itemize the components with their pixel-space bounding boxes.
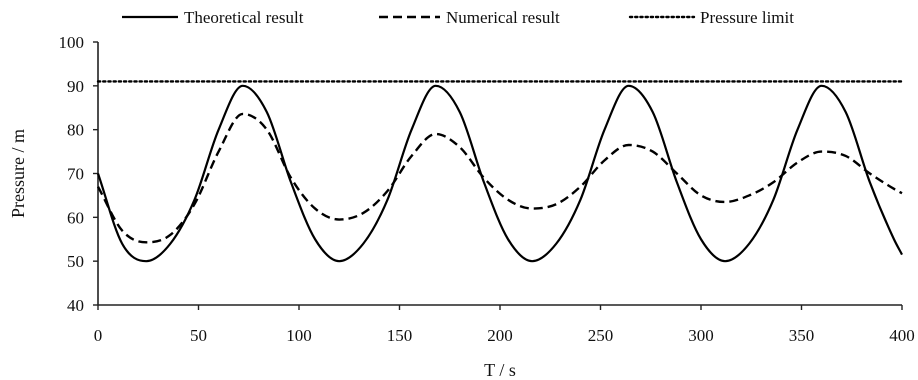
x-tick-label: 100 — [286, 326, 312, 345]
legend-label-theoretical-result: Theoretical result — [184, 8, 304, 27]
y-tick-label: 70 — [67, 165, 84, 184]
y-tick-label: 50 — [67, 252, 84, 271]
x-tick-label: 150 — [387, 326, 413, 345]
x-tick-label: 0 — [94, 326, 103, 345]
series-line-numerical-result — [96, 112, 903, 244]
y-axis-title: Pressure / m — [8, 129, 28, 218]
y-tick-label: 100 — [59, 33, 85, 52]
x-tick-label: 350 — [789, 326, 815, 345]
y-tick-label: 90 — [67, 77, 84, 96]
y-tick-label: 60 — [67, 208, 84, 227]
y-tick-label: 80 — [67, 121, 84, 140]
series-line-theoretical-result — [96, 84, 903, 263]
x-tick-label: 250 — [588, 326, 614, 345]
legend-label-numerical-result: Numerical result — [446, 8, 560, 27]
x-tick-label: 300 — [688, 326, 714, 345]
legend-label-pressure-limit: Pressure limit — [700, 8, 794, 27]
y-tick-label: 40 — [67, 296, 84, 315]
x-axis-title: T / s — [484, 360, 516, 380]
x-tick-label: 400 — [889, 326, 915, 345]
x-tick-label: 200 — [487, 326, 513, 345]
x-tick-label: 50 — [190, 326, 207, 345]
